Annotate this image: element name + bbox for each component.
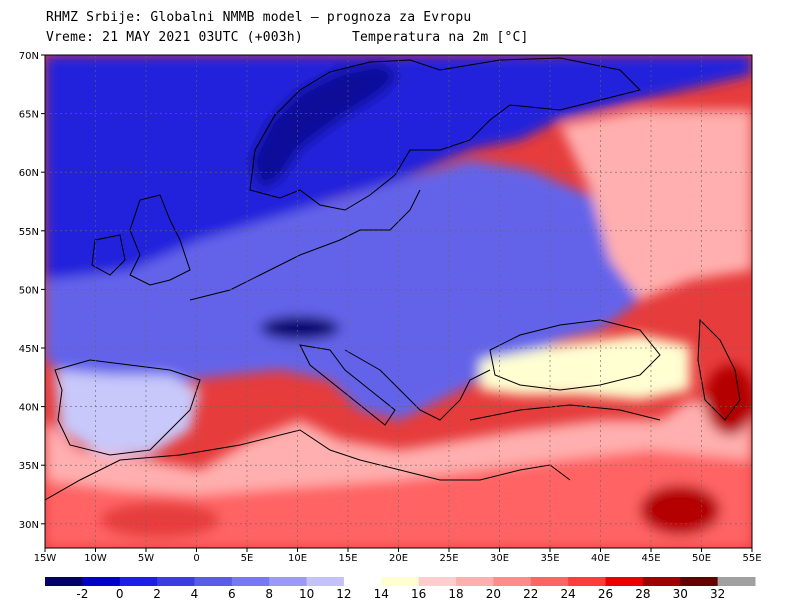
- lon-label: 35E: [540, 553, 559, 564]
- colorbar-swatch: [157, 577, 195, 586]
- coast-black-sea: [489, 319, 661, 391]
- alps-cold-core: [260, 316, 340, 340]
- hot-spot-arabia: [640, 485, 720, 535]
- black-sea-region: [480, 335, 690, 400]
- colorbar-label: 24: [561, 587, 576, 600]
- scandinavia-cold-core: [250, 62, 400, 190]
- map-title: RHMZ Srbije: Globalni NMMB model — progn…: [46, 10, 472, 25]
- mild-east-region: [560, 110, 752, 300]
- colorbar-label: 0: [116, 587, 124, 600]
- colorbar-swatch: [82, 577, 121, 586]
- colorbar-label: 30: [673, 587, 688, 600]
- lon-label: 25E: [439, 553, 458, 564]
- colorbar-label: 22: [523, 587, 538, 600]
- cold-north-region: [45, 55, 752, 280]
- lon-label: 45E: [641, 553, 660, 564]
- latitude-labels: 70N 65N 60N 55N 50N 45N 40N 35N 30N: [19, 51, 39, 531]
- lat-label: 35N: [19, 461, 39, 472]
- colorbar-swatch: [680, 577, 719, 586]
- coast-caspian: [697, 318, 741, 421]
- lon-label: 55E: [742, 553, 761, 564]
- colorbar-label: 32: [710, 587, 725, 600]
- mild-iberia: [55, 370, 200, 455]
- colorbar-swatch: [194, 577, 233, 586]
- colorbar-swatch: [381, 577, 420, 586]
- coast-ireland: [91, 234, 126, 276]
- colorbar-swatch: [605, 577, 644, 586]
- lat-label: 50N: [19, 285, 39, 296]
- lon-label: 40E: [591, 553, 610, 564]
- colorbar-label: 2: [153, 587, 161, 600]
- colorbar-swatch: [269, 577, 308, 586]
- forecast-time: Vreme: 21 MAY 2021 03UTC (+003h): [46, 30, 303, 45]
- coast-italy: [299, 344, 396, 426]
- coast-europe-west: [189, 189, 421, 301]
- colorbar-label: 6: [228, 587, 236, 600]
- lat-label: 55N: [19, 227, 39, 238]
- coast-balkans: [344, 349, 491, 421]
- lat-label: 30N: [19, 520, 39, 531]
- colorbar-swatch: [119, 577, 158, 586]
- lon-label: 50E: [692, 553, 711, 564]
- coast-scandinavia: [249, 57, 641, 211]
- hot-spot-caucasus: [705, 365, 752, 435]
- colorbar-label: 8: [265, 587, 273, 600]
- lon-label: 15W: [34, 553, 57, 564]
- coast-turkey: [469, 404, 661, 421]
- lon-label: 20E: [389, 553, 408, 564]
- colorbar-label: 10: [299, 587, 314, 600]
- lon-label: 10W: [84, 553, 107, 564]
- lon-label: 30E: [490, 553, 509, 564]
- lat-label: 45N: [19, 344, 39, 355]
- colorbar: -2 0 2 4 6 8 10 12 14 16 18 20 22 24 26 28 30 32: [45, 577, 756, 600]
- colorbar-label: 28: [635, 587, 650, 600]
- lat-label: 40N: [19, 403, 39, 414]
- colorbar-swatch: [568, 577, 607, 586]
- colorbar-swatch: [231, 577, 270, 586]
- temperature-field: [45, 55, 752, 548]
- lon-label: 10E: [288, 553, 307, 564]
- colorbar-swatch: [530, 577, 569, 586]
- colorbar-label: 16: [411, 587, 426, 600]
- colorbar-label: 20: [486, 587, 501, 600]
- colorbar-label: 4: [191, 587, 199, 600]
- colorbar-label: -2: [76, 587, 88, 600]
- colorbar-label: 18: [448, 587, 463, 600]
- graticule: [45, 55, 752, 548]
- lat-label: 60N: [19, 168, 39, 179]
- lon-label: 0: [193, 553, 199, 564]
- colorbar-label: 14: [374, 587, 389, 600]
- coast-north-africa: [45, 429, 571, 501]
- colorbar-swatch: [418, 577, 457, 586]
- colorbar-swatch: [306, 577, 345, 586]
- longitude-labels: 15W 10W 5W 0 5E 10E 15E 20E 25E 30E 35E 40E 45E 50E 55…: [34, 553, 762, 564]
- colorbar-label: 26: [598, 587, 613, 600]
- axis-ticks: [41, 54, 753, 552]
- colorbar-swatch: [45, 577, 83, 586]
- mediterranean-region: [45, 400, 752, 495]
- lat-label: 65N: [19, 110, 39, 121]
- coast-uk: [129, 194, 191, 286]
- lon-label: 15E: [338, 553, 357, 564]
- hot-spot-atlas: [100, 502, 220, 538]
- lon-label: 5W: [138, 553, 154, 564]
- colorbar-label: 12: [336, 587, 351, 600]
- colorbar-swatch: [493, 577, 532, 586]
- colorbar-swatch: [642, 577, 681, 586]
- colorbar-swatch: [717, 577, 756, 586]
- colorbar-swatch: [343, 577, 382, 586]
- coast-iberia: [54, 359, 201, 456]
- lat-label: 70N: [19, 51, 39, 62]
- colorbar-swatch: [456, 577, 494, 586]
- variable-label: Temperatura na 2m [°C]: [352, 30, 529, 45]
- lon-label: 5E: [241, 553, 254, 564]
- coastlines: [45, 57, 741, 501]
